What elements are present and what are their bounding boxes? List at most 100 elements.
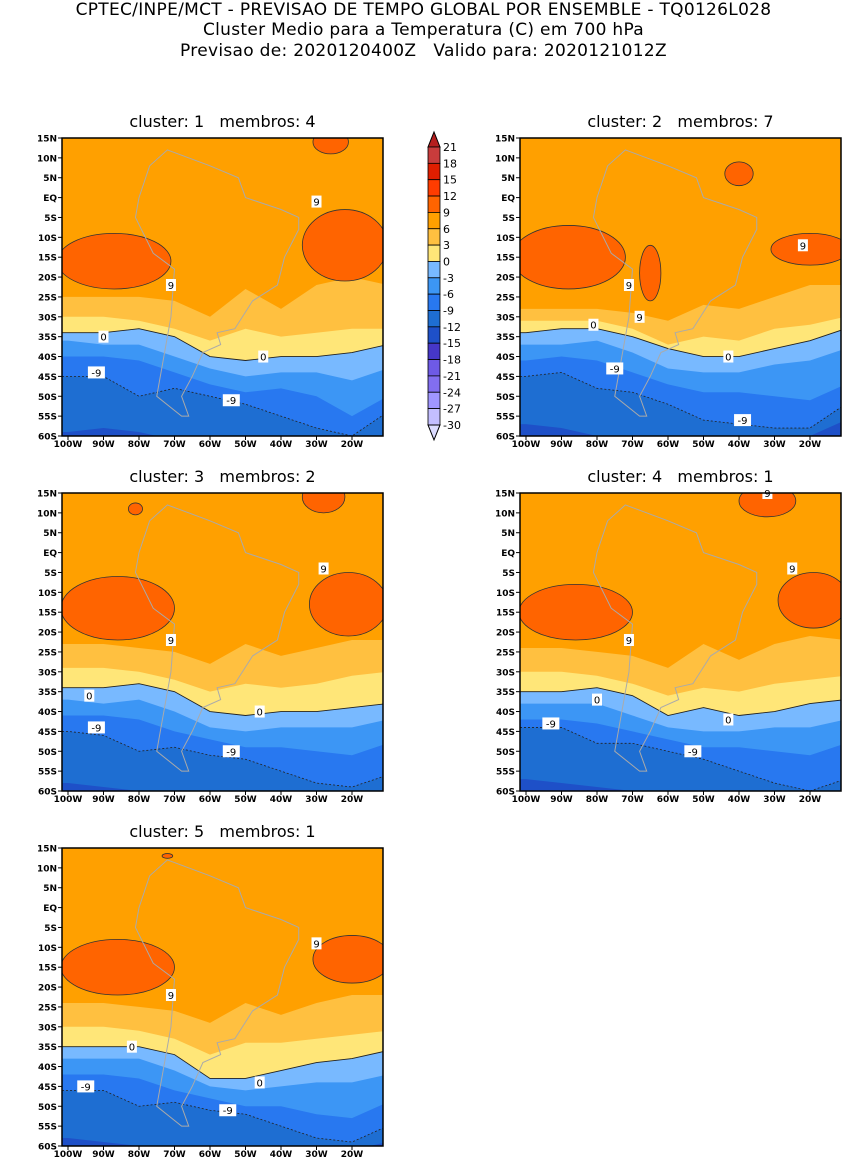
colorbar-box bbox=[427, 244, 441, 262]
field bbox=[62, 138, 383, 436]
contour-label: 9 bbox=[626, 636, 632, 647]
lat-tick-label: 10N bbox=[495, 509, 515, 519]
lon-tick-label: 70W bbox=[163, 1150, 186, 1157]
contour-label: -9 bbox=[81, 1082, 91, 1093]
panel-title: cluster: 4 membros: 1 bbox=[587, 467, 774, 486]
lat-tick-label: 30S bbox=[38, 668, 57, 678]
lat-tick-label: 60S bbox=[496, 433, 515, 443]
map-panel-4: 9 9 9 0 0 -9 -9 15N 10N 5N EQ 5S 10S 15S 20S 25S 30S 35S 4… bbox=[495, 487, 842, 805]
field bbox=[62, 493, 383, 791]
contour-label: -9 bbox=[91, 368, 101, 379]
lon-tick-label: 50W bbox=[692, 440, 715, 450]
contour-label-bg bbox=[542, 717, 560, 730]
lat-tick-label: EQ bbox=[501, 549, 515, 559]
contour-label-bg bbox=[165, 989, 176, 1002]
lat-tick-label: 35S bbox=[38, 333, 57, 343]
colorbar-box bbox=[427, 391, 441, 410]
lat-tick-label: 40S bbox=[38, 1063, 57, 1073]
contour-0 bbox=[520, 328, 841, 357]
contour-label: 9 bbox=[626, 281, 632, 292]
colorbar-box bbox=[427, 195, 441, 213]
contour-label: -9 bbox=[223, 1106, 233, 1117]
colorbar-box bbox=[427, 326, 441, 344]
lat-tick-label: 45S bbox=[496, 373, 515, 383]
lat-tick-label: 15S bbox=[38, 964, 57, 974]
lat-tick-label: 55S bbox=[38, 1123, 57, 1133]
lat-tick-label: EQ bbox=[43, 549, 57, 559]
warm-region-above-9 bbox=[62, 232, 172, 290]
contour-label-bg bbox=[592, 693, 602, 706]
contour-label-bg bbox=[723, 350, 734, 363]
contour-minus-9 bbox=[62, 730, 383, 788]
contour-label-bg bbox=[723, 713, 734, 726]
contour-label: 0 bbox=[257, 708, 263, 719]
colorbar-box bbox=[427, 359, 441, 377]
contour-label-bg bbox=[634, 310, 645, 323]
lat-tick-label: 10N bbox=[37, 154, 57, 164]
lat-tick-label: 5N bbox=[43, 884, 57, 894]
colorbar-box bbox=[427, 261, 441, 279]
contour-label: 0 bbox=[100, 333, 106, 344]
lat-tick-label: 45S bbox=[496, 728, 515, 738]
lat-tick-label: 50S bbox=[38, 1103, 57, 1113]
map-frame bbox=[519, 492, 842, 792]
colorbar-label: 21 bbox=[443, 141, 457, 154]
lon-tick-label: 40W bbox=[728, 795, 751, 805]
warm-region-above-9 bbox=[309, 572, 383, 637]
colorbar-label: 9 bbox=[443, 206, 450, 219]
header-line-1: CPTEC/INPE/MCT - PREVISAO DE TEMPO GLOBA… bbox=[75, 0, 772, 20]
lat-tick-label: 60S bbox=[38, 1143, 57, 1153]
warm-region-above-9 bbox=[520, 584, 633, 641]
contour-label-bg bbox=[684, 745, 702, 758]
contour-label-bg bbox=[623, 634, 634, 647]
temperature-band bbox=[62, 1090, 383, 1146]
contour-0 bbox=[62, 1046, 383, 1079]
lat-tick-label: 5N bbox=[43, 174, 57, 184]
temperature-band bbox=[62, 376, 383, 436]
contour-label-bg bbox=[98, 330, 109, 343]
warm-region-above-9 bbox=[770, 232, 841, 266]
lat-tick-label: 15N bbox=[37, 845, 57, 855]
lon-tick-label: 90W bbox=[550, 795, 573, 805]
colorbar-label: -12 bbox=[443, 321, 461, 334]
lat-tick-label: 10S bbox=[38, 234, 57, 244]
lat-tick-label: 20S bbox=[38, 984, 57, 994]
contour-label-bg bbox=[126, 1040, 137, 1053]
map-frame bbox=[519, 137, 842, 437]
temperature-band bbox=[62, 783, 139, 791]
lat-tick-label: 5N bbox=[501, 529, 515, 539]
contour-minus-9 bbox=[62, 1089, 383, 1143]
colorbar-label: 0 bbox=[443, 255, 450, 268]
warm-region-above-9 bbox=[312, 935, 383, 984]
lon-tick-label: 100W bbox=[512, 440, 541, 450]
colorbar-box bbox=[427, 146, 441, 164]
colorbar-box bbox=[427, 179, 441, 197]
contour-label-bg bbox=[318, 562, 329, 575]
contour-label: 9 bbox=[789, 564, 795, 575]
lon-tick-label: 30W bbox=[305, 440, 328, 450]
lon-tick-label: 40W bbox=[728, 440, 751, 450]
contour-label: 0 bbox=[725, 715, 731, 726]
contour-label: 0 bbox=[260, 353, 266, 364]
contour-label-bg bbox=[87, 366, 105, 379]
panel-title: cluster: 2 membros: 7 bbox=[587, 112, 774, 131]
field bbox=[520, 138, 841, 436]
colorbar-label: -24 bbox=[443, 386, 461, 399]
contour-label: 0 bbox=[594, 696, 600, 707]
colorbar-box bbox=[427, 375, 441, 393]
contour-label-bg bbox=[254, 705, 265, 718]
map-panel-5: 9 9 0 0 -9 -9 15N 10N 5N EQ 5S 10S 15S 20S 25S 30S 35S 40… bbox=[37, 845, 384, 1157]
lat-tick-label: 20S bbox=[496, 629, 515, 639]
lon-tick-label: 60W bbox=[199, 1150, 222, 1157]
lat-tick-label: 5S bbox=[44, 924, 57, 934]
colorbar-box bbox=[427, 408, 441, 426]
map-panel-1: 9 9 0 0 -9 -9 15N 10N 5N EQ 5S 10S 15S 20S 25S 30S 35S 40… bbox=[37, 135, 384, 450]
lat-tick-label: 40S bbox=[496, 353, 515, 363]
panel-title: cluster: 3 membros: 2 bbox=[129, 467, 316, 486]
temperature-band bbox=[520, 779, 633, 791]
map-svg: 9 9 9 0 0 -9 -9 15N 10N 5N EQ 5S 10S 15S 20S 25S 30S 35S 4… bbox=[495, 135, 842, 450]
contour-label: 0 bbox=[129, 1043, 135, 1054]
lon-tick-label: 20W bbox=[799, 795, 822, 805]
lon-tick-label: 60W bbox=[657, 440, 680, 450]
lat-tick-label: 15N bbox=[495, 490, 515, 500]
